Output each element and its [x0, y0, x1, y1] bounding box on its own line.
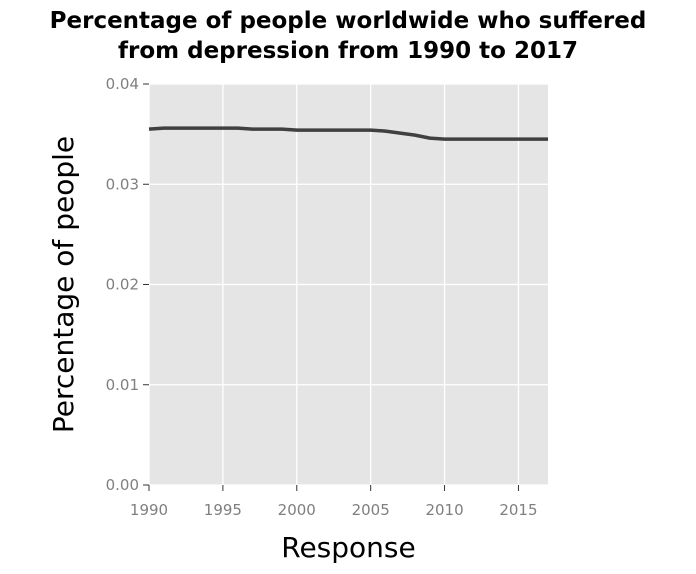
- x-tick-label: 2000: [278, 501, 316, 519]
- series-line: [148, 126, 548, 141]
- y-tick-label: 0.00: [106, 476, 139, 494]
- x-tick-label: 2015: [499, 501, 537, 519]
- x-tick-label: 2010: [425, 501, 463, 519]
- y-tick-label: 0.03: [106, 175, 139, 193]
- x-axis-title: Response: [281, 531, 415, 564]
- chart-title-line-1: Percentage of people worldwide who suffe…: [49, 8, 647, 34]
- chart-title-line-2: from depression from 1990 to 2017: [118, 38, 578, 64]
- x-tick-label: 1995: [204, 501, 242, 519]
- y-tick-label: 0.01: [106, 376, 139, 394]
- y-tick-label: 0.02: [106, 276, 139, 294]
- y-tick-label: 0.04: [106, 75, 139, 93]
- axes: 0.00 0.01 0.02 0.03 0.04 1990 1995 2000 2005 2010…: [106, 75, 538, 519]
- series-layer: [148, 126, 548, 141]
- x-tick-label: 2005: [352, 501, 390, 519]
- x-tick-label: 1990: [130, 501, 168, 519]
- chart-title: Percentage of people worldwide who suffe…: [0, 6, 696, 66]
- grid-lines: [148, 83, 548, 486]
- y-axis-title: Percentage of people: [47, 136, 80, 433]
